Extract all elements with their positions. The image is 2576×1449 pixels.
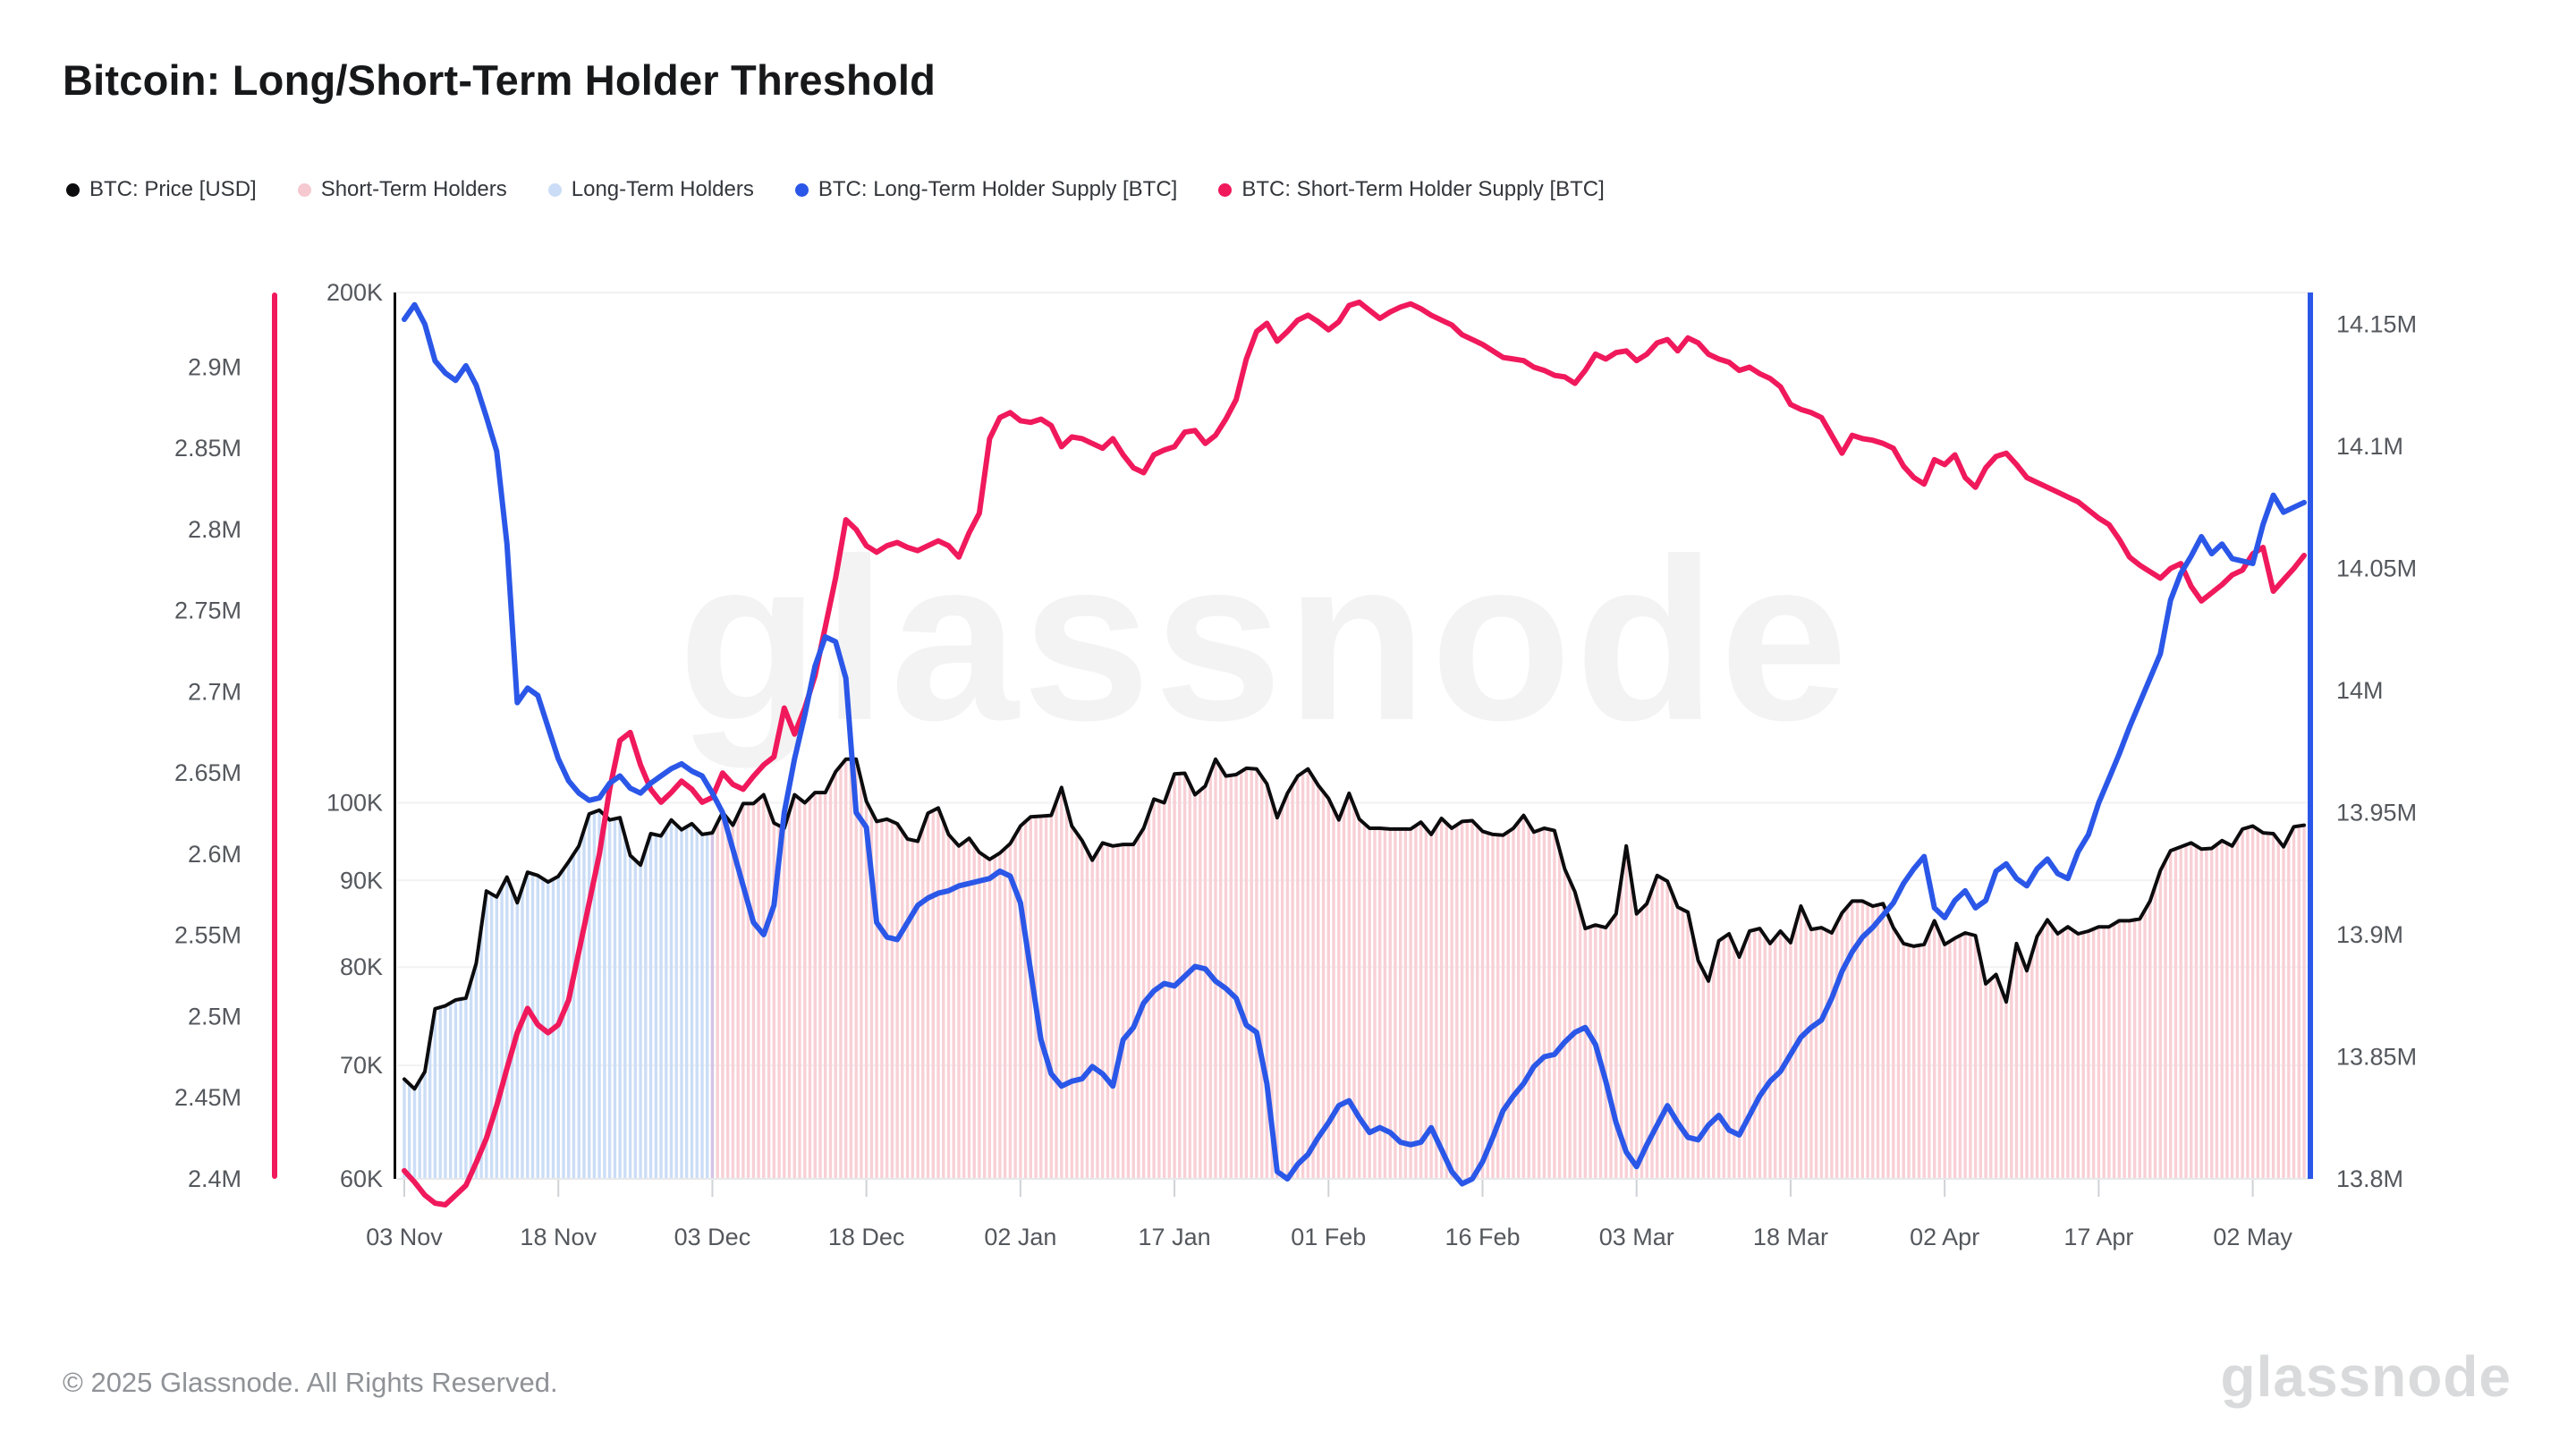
axis-tick-label: 60K bbox=[340, 1165, 383, 1192]
x-axis-tick-label: 03 Mar bbox=[1599, 1224, 1674, 1250]
legend-item-4[interactable]: BTC: Short-Term Holder Supply [BTC] bbox=[1218, 177, 1605, 202]
axis-tick-label: 2.65M bbox=[174, 759, 242, 786]
x-axis-tick-label: 02 May bbox=[2213, 1224, 2292, 1250]
footer-copyright: © 2025 Glassnode. All Rights Reserved. bbox=[63, 1367, 558, 1398]
page-title: Bitcoin: Long/Short-Term Holder Threshol… bbox=[63, 56, 936, 104]
holder-regime-bars bbox=[402, 758, 2306, 1178]
y-axis-price-labels: 200K 100K 90K 80K 70K 60K bbox=[326, 279, 383, 1192]
x-axis-tick-label: 01 Feb bbox=[1291, 1224, 1366, 1250]
axis-tick-label: 90K bbox=[340, 867, 383, 894]
axis-tick-label: 13.95M bbox=[2336, 799, 2417, 826]
legend-dot-icon bbox=[297, 182, 311, 197]
axis-tick-label: 2.75M bbox=[174, 597, 242, 624]
legend-item-0[interactable]: BTC: Price [USD] bbox=[66, 177, 257, 202]
legend: BTC: Price [USD] Short-Term Holders Long-T… bbox=[66, 177, 1605, 202]
legend-dot-icon bbox=[547, 182, 562, 197]
axis-tick-label: 2.45M bbox=[174, 1084, 242, 1111]
axis-tick-label: 2.6M bbox=[188, 841, 242, 868]
axis-tick-label: 2.55M bbox=[174, 922, 242, 949]
axis-tick-label: 13.8M bbox=[2336, 1165, 2403, 1192]
axis-tick-label: 70K bbox=[340, 1052, 383, 1079]
legend-dot-icon bbox=[794, 182, 809, 197]
axis-tick-label: 14M bbox=[2336, 677, 2384, 704]
axis-accent-bars bbox=[272, 292, 2313, 1179]
lth-supply-line bbox=[402, 301, 2307, 1187]
axis-tick-label: 2.7M bbox=[188, 678, 242, 705]
glassnode-logo: glassnode bbox=[2220, 1344, 2512, 1409]
axis-tick-label: 2.8M bbox=[188, 516, 242, 543]
x-axis-tick-label: 18 Dec bbox=[828, 1224, 905, 1250]
x-axis: 03 Nov 18 Nov 03 Dec 18 Dec 02 Jan 17 Jan 01 F… bbox=[366, 1180, 2292, 1250]
axis-tick-label: 14.05M bbox=[2336, 555, 2417, 581]
legend-item-2[interactable]: Long-Term Holders bbox=[547, 177, 754, 202]
axis-tick-label: 14.1M bbox=[2336, 433, 2403, 460]
sth-supply-line bbox=[402, 299, 2307, 1208]
legend-dot-icon bbox=[66, 182, 80, 197]
x-axis-tick-label: 03 Nov bbox=[366, 1224, 443, 1250]
legend-item-label: Short-Term Holders bbox=[320, 177, 507, 201]
y-axis-lth-labels: 14.15M 14.1M 14.05M 14M 13.95M 13.9M 13.85M 13.… bbox=[2336, 310, 2417, 1192]
x-axis-tick-label: 18 Mar bbox=[1753, 1224, 1828, 1250]
legend-item-3[interactable]: BTC: Long-Term Holder Supply [BTC] bbox=[794, 177, 1178, 202]
legend-item-label: BTC: Short-Term Holder Supply [BTC] bbox=[1241, 177, 1605, 201]
axis-tick-label: 2.85M bbox=[174, 435, 242, 462]
axis-tick-label: 100K bbox=[326, 790, 383, 817]
axis-tick-label: 2.5M bbox=[188, 1003, 242, 1030]
legend-dot-icon bbox=[1218, 182, 1233, 197]
axis-tick-label: 80K bbox=[340, 953, 383, 980]
axis-tick-label: 13.9M bbox=[2336, 921, 2403, 948]
lth-axis-accent bbox=[2308, 292, 2313, 1179]
sth-axis-accent bbox=[272, 292, 277, 1179]
legend-item-1[interactable]: Short-Term Holders bbox=[297, 177, 507, 202]
x-axis-tick-label: 17 Jan bbox=[1139, 1224, 1211, 1250]
price-axis-accent bbox=[394, 292, 396, 1179]
x-axis-tick-label: 18 Nov bbox=[520, 1224, 597, 1250]
legend-item-label: BTC: Price [USD] bbox=[89, 177, 257, 201]
axis-tick-label: 13.85M bbox=[2336, 1043, 2417, 1070]
axis-tick-label: 2.4M bbox=[188, 1165, 242, 1192]
x-axis-tick-label: 17 Apr bbox=[2063, 1224, 2133, 1250]
x-axis-tick-label: 03 Dec bbox=[674, 1224, 751, 1250]
axis-tick-label: 2.9M bbox=[188, 353, 242, 380]
axis-tick-label: 14.15M bbox=[2336, 310, 2417, 337]
y-axis-sth-labels: 2.9M 2.85M 2.8M 2.75M 2.7M 2.65M 2.6M 2.55M 2.5M… bbox=[174, 353, 242, 1192]
legend-item-label: BTC: Long-Term Holder Supply [BTC] bbox=[818, 177, 1178, 201]
x-axis-tick-label: 16 Feb bbox=[1445, 1224, 1520, 1250]
axis-tick-label: 200K bbox=[326, 279, 383, 306]
x-axis-tick-label: 02 Jan bbox=[984, 1224, 1056, 1250]
x-axis-tick-label: 02 Apr bbox=[1910, 1224, 1979, 1250]
legend-item-label: Long-Term Holders bbox=[571, 177, 754, 201]
